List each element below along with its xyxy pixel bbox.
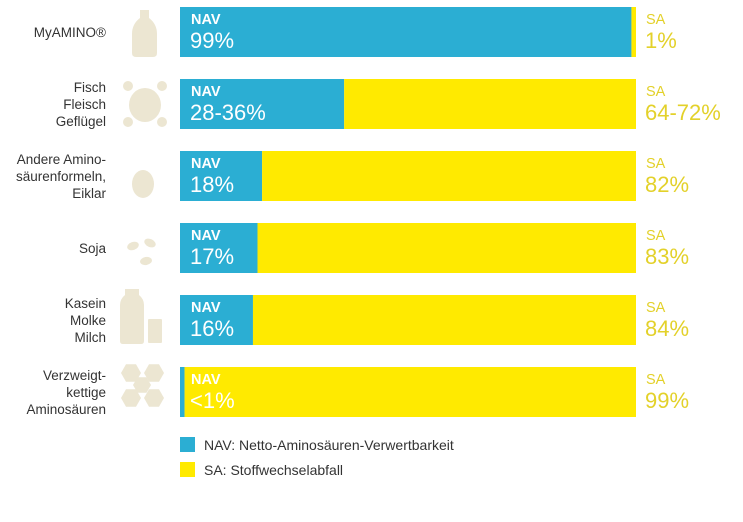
- hexagons-icon: [121, 364, 164, 407]
- category-label: Verzweigt-: [43, 368, 106, 383]
- bar-nav: [180, 367, 185, 417]
- bar-sa: [252, 295, 636, 345]
- nav-value-label: 16%: [190, 316, 234, 341]
- legend-label: NAV: Netto-Aminosäuren-Verwertbarkeit: [204, 437, 454, 453]
- nav-value-label: 17%: [190, 244, 234, 269]
- nav-value-label: 28-36%: [190, 100, 266, 125]
- bar-nav: [180, 7, 632, 57]
- category-label: Milch: [74, 330, 106, 345]
- nav-series-label: NAV: [191, 84, 221, 100]
- bar-nav: [180, 151, 263, 201]
- nav-series-label: NAV: [191, 228, 221, 244]
- category-label: säurenformeln,: [16, 169, 106, 184]
- beans-icon: [127, 238, 156, 266]
- chicken-icon: [123, 81, 167, 127]
- category-label: MyAMINO®: [34, 25, 106, 40]
- category-label: Fleisch: [63, 97, 106, 112]
- sa-value-label: 99%: [645, 388, 689, 413]
- bar-nav: [180, 295, 253, 345]
- sa-value-label: 82%: [645, 172, 689, 197]
- sa-series-label: SA: [646, 300, 666, 316]
- bar-nav: [180, 223, 258, 273]
- category-label: Kasein: [65, 296, 106, 311]
- sa-series-label: SA: [646, 228, 666, 244]
- category-label: Molke: [70, 313, 106, 328]
- bar-sa: [257, 223, 636, 273]
- bar-nav: [180, 79, 345, 129]
- nav-value-label: 99%: [190, 28, 234, 53]
- bottle-icon: [132, 10, 157, 57]
- legend-swatch: [180, 437, 195, 452]
- nav-series-label: NAV: [191, 300, 221, 316]
- category-label: kettige: [66, 385, 106, 400]
- sa-series-label: SA: [646, 84, 666, 100]
- sa-series-label: SA: [646, 372, 666, 388]
- category-label: Soja: [79, 241, 107, 256]
- sa-value-label: 64-72%: [645, 100, 721, 125]
- bar-sa: [262, 151, 636, 201]
- sa-series-label: SA: [646, 156, 666, 172]
- legend-label: SA: Stoffwechselabfall: [204, 462, 343, 478]
- sa-value-label: 83%: [645, 244, 689, 269]
- nav-value-label: 18%: [190, 172, 234, 197]
- legend: NAV: Netto-Aminosäuren-Verwertbarkeit SA:…: [180, 437, 454, 478]
- milk-icon: [120, 289, 162, 344]
- bar-sa: [631, 7, 636, 57]
- sa-value-label: 1%: [645, 28, 677, 53]
- nav-series-label: NAV: [191, 12, 221, 28]
- legend-swatch: [180, 462, 195, 477]
- sa-value-label: 84%: [645, 316, 689, 341]
- sa-series-label: SA: [646, 12, 666, 28]
- bar-sa: [344, 79, 636, 129]
- category-label: Fisch: [74, 80, 106, 95]
- category-label: Eiklar: [72, 186, 106, 201]
- nav-value-label: <1%: [190, 388, 235, 413]
- egg-icon: [132, 170, 154, 198]
- category-label: Geflügel: [56, 114, 106, 129]
- nav-series-label: NAV: [191, 372, 221, 388]
- nav-series-label: NAV: [191, 156, 221, 172]
- bar-sa: [184, 367, 636, 417]
- category-label: Aminosäuren: [26, 402, 106, 417]
- category-label: Andere Amino-: [17, 152, 106, 167]
